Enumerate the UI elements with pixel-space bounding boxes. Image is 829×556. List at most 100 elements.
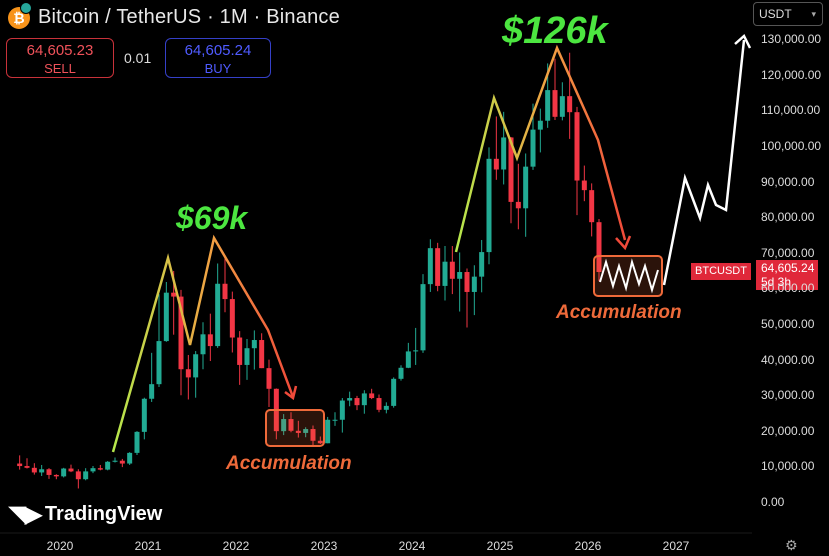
candle-body xyxy=(449,261,455,279)
candle-body xyxy=(581,180,587,191)
candle-body xyxy=(596,222,602,273)
price-tick-label: 70,000.00 xyxy=(761,245,815,260)
price-tick-label: 60,000.00 xyxy=(761,281,815,296)
exchange-badge-icon xyxy=(20,1,32,14)
price-tick-label: 110,000.00 xyxy=(761,103,821,118)
candle-body xyxy=(427,248,433,285)
candle-body xyxy=(31,467,37,473)
gear-icon[interactable]: ⚙ xyxy=(785,537,798,553)
price-tick-label: 50,000.00 xyxy=(761,317,815,331)
candle-body xyxy=(398,367,404,379)
candle-body xyxy=(119,460,125,464)
time-tick-label: 2022 xyxy=(222,539,250,553)
candle-body xyxy=(332,419,338,421)
candle-body xyxy=(479,252,485,277)
time-tick-label: 2025 xyxy=(486,539,514,553)
arrow-head-icon xyxy=(615,235,632,251)
candle-body xyxy=(178,296,184,370)
price-tick-label: 90,000.00 xyxy=(761,174,815,189)
candle-body xyxy=(193,354,199,378)
candle-body xyxy=(141,398,147,432)
candle-body xyxy=(552,90,558,117)
time-tick-label: 2027 xyxy=(662,539,690,553)
chevron-down-icon: ▾ xyxy=(811,9,816,19)
candle-body xyxy=(303,429,309,433)
candle-body xyxy=(486,158,492,253)
peak1-label: $69k xyxy=(176,200,248,236)
buy-price: 64,605.24 xyxy=(184,42,252,59)
bitcoin-icon: ₿ xyxy=(8,1,32,29)
candle-body xyxy=(163,292,169,342)
candle-body xyxy=(281,419,287,432)
candle-body xyxy=(90,468,96,472)
sell-price: 64,605.23 xyxy=(26,42,94,59)
price-tick-label: 20,000.00 xyxy=(761,423,815,438)
candle-body xyxy=(361,393,367,406)
price-tick-label: 130,000.00 xyxy=(761,32,822,47)
candle-body xyxy=(559,96,565,117)
tradingview-branding[interactable]: ◥▶ TradingView xyxy=(8,500,162,529)
time-tick-label: 2020 xyxy=(46,539,74,553)
candle-body xyxy=(83,471,89,480)
candle-body xyxy=(237,337,243,365)
candle-body xyxy=(435,248,441,286)
candle-body xyxy=(207,334,213,347)
candle-body xyxy=(471,276,477,292)
last-price-value: 64,605.24 xyxy=(761,261,815,275)
candle-body xyxy=(156,341,162,385)
price-tick-label: 10,000.00 xyxy=(761,459,815,474)
buy-button[interactable]: 64,605.24 BUY xyxy=(165,38,271,78)
candle-body xyxy=(251,340,257,349)
accumulation1-box xyxy=(265,409,325,447)
accumulation1-label: Accumulation xyxy=(226,453,352,474)
candle-body xyxy=(369,393,375,399)
arrow-head-icon xyxy=(284,385,298,401)
candle-body xyxy=(127,452,133,464)
candle-body xyxy=(171,292,177,297)
candle-body xyxy=(295,430,301,433)
candle-body xyxy=(501,137,507,170)
time-tick-label: 2026 xyxy=(574,539,602,553)
candle-body xyxy=(325,419,331,444)
candle-body xyxy=(545,90,551,121)
candle-body xyxy=(112,460,118,462)
time-tick-label: 2024 xyxy=(398,539,426,553)
candle-body xyxy=(39,469,45,473)
candle-body xyxy=(310,429,316,441)
candle-body xyxy=(288,419,294,431)
candle-body xyxy=(75,471,81,480)
candle-body xyxy=(354,398,360,406)
currency-selector[interactable]: USDT ▾ xyxy=(753,2,823,26)
candle-body xyxy=(97,468,103,470)
accumulation2-label: Accumulation xyxy=(556,302,682,323)
currency-selector-label: USDT xyxy=(759,7,792,21)
candle-body xyxy=(17,463,23,467)
price-tick-label: 100,000.00 xyxy=(761,139,822,153)
candle-body xyxy=(317,440,323,444)
candle-countdown: 5d 3h xyxy=(761,275,792,289)
chart-header: ₿ Bitcoin / TetherUS · 1M · Binance xyxy=(8,1,340,29)
candle-body xyxy=(574,112,580,181)
candle-body xyxy=(105,461,111,470)
sell-button[interactable]: 64,605.23 SELL xyxy=(6,38,114,78)
candle-body xyxy=(523,166,529,209)
cycle2-trend-line xyxy=(454,44,627,253)
candle-body xyxy=(222,283,228,300)
candle-body xyxy=(567,96,573,113)
candle-body xyxy=(442,261,448,286)
candle-body xyxy=(537,120,543,130)
candle-body xyxy=(185,369,191,378)
candle-body xyxy=(391,378,397,406)
time-tick-label: 2023 xyxy=(310,539,338,553)
candle-body xyxy=(24,466,30,468)
candle-body xyxy=(53,474,59,477)
symbol-title[interactable]: Bitcoin / TetherUS · 1M · Binance xyxy=(38,6,340,28)
candle-body xyxy=(215,283,221,347)
peak2-label: $126k xyxy=(502,10,608,52)
candle-body xyxy=(149,384,155,399)
tradingview-name: TradingView xyxy=(44,503,163,525)
candle-body xyxy=(493,158,499,170)
price-tick-label: 80,000.00 xyxy=(761,210,815,225)
candle-body xyxy=(413,350,419,352)
